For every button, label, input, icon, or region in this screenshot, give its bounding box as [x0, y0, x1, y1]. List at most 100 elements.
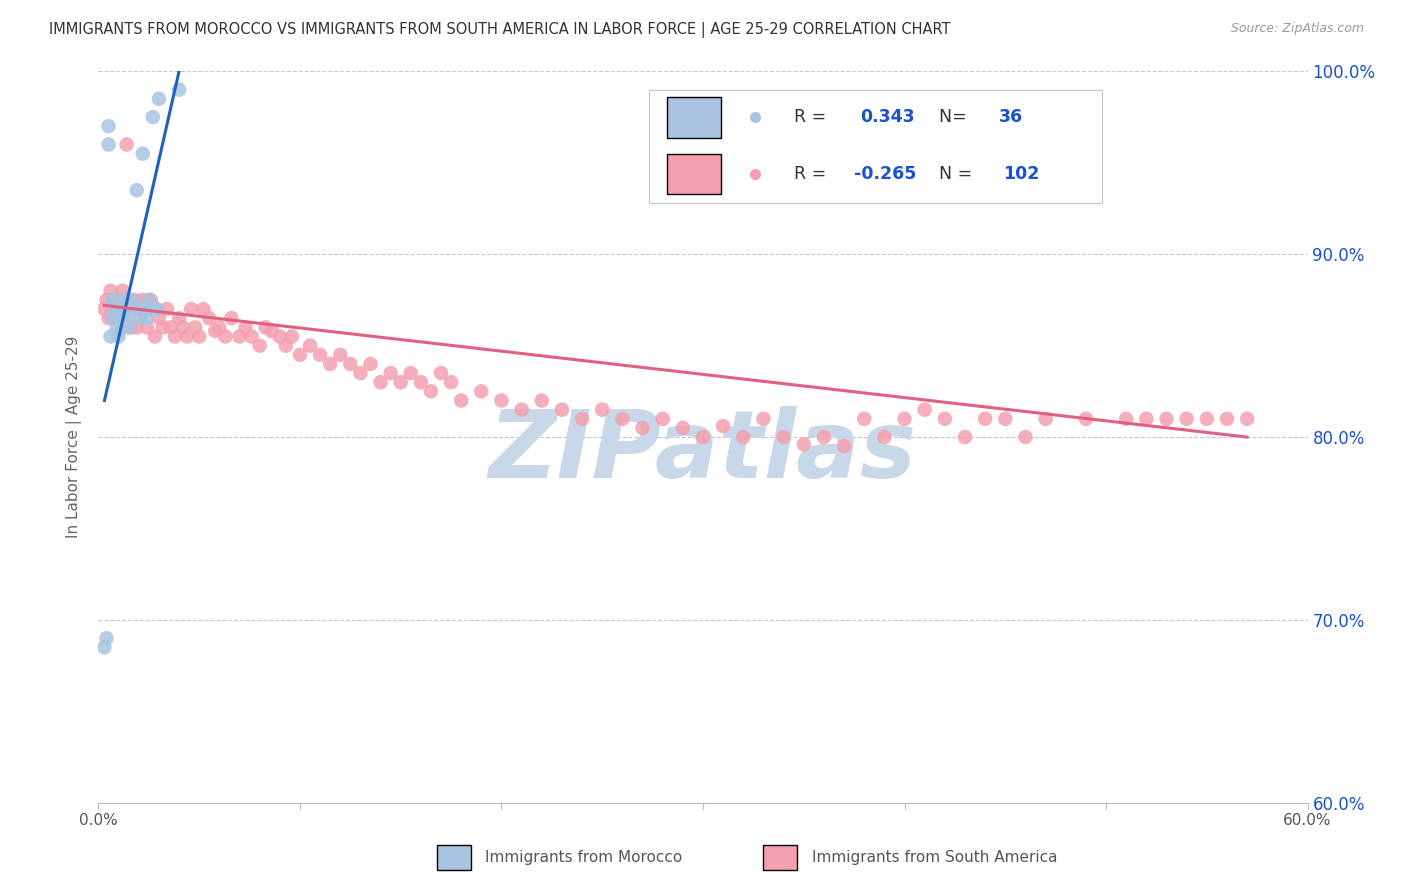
Point [132, 146, 155, 161]
Text: 36: 36 [1000, 109, 1024, 127]
Point [96, 632, 118, 646]
Point [260, 324, 283, 338]
Point [470, 384, 492, 399]
Point [115, 293, 138, 307]
Point [110, 293, 132, 307]
Point [204, 324, 226, 338]
Point [974, 412, 997, 426]
Point [299, 338, 322, 352]
Point [111, 284, 134, 298]
Point [409, 376, 432, 390]
Point [591, 402, 613, 417]
FancyBboxPatch shape [666, 153, 721, 194]
Point [228, 329, 250, 343]
Point [105, 320, 128, 334]
Point [893, 412, 915, 426]
Point [399, 366, 422, 380]
Point [389, 376, 412, 390]
Point [853, 412, 876, 426]
Point [93, 302, 115, 317]
Point [118, 311, 141, 326]
Point [163, 329, 186, 343]
Point [329, 348, 352, 362]
FancyBboxPatch shape [648, 90, 1102, 203]
Text: R =: R = [793, 109, 831, 127]
Point [100, 284, 122, 298]
FancyBboxPatch shape [763, 845, 797, 871]
Point [101, 293, 124, 307]
Point [97, 119, 120, 133]
Point [111, 311, 134, 326]
Point [530, 393, 553, 408]
Point [1014, 430, 1036, 444]
Point [167, 83, 190, 97]
Point [100, 329, 122, 343]
FancyBboxPatch shape [437, 845, 471, 871]
Point [160, 320, 183, 334]
Point [118, 320, 141, 334]
Point [142, 110, 165, 124]
Point [612, 412, 634, 426]
Text: Source: ZipAtlas.com: Source: ZipAtlas.com [1230, 22, 1364, 36]
Point [129, 311, 152, 326]
Point [360, 357, 382, 371]
Point [156, 302, 179, 317]
Point [692, 430, 714, 444]
Point [1216, 412, 1239, 426]
Point [188, 329, 211, 343]
Point [172, 320, 194, 334]
Point [281, 329, 304, 343]
Point [139, 293, 162, 307]
Point [349, 366, 371, 380]
Point [813, 430, 835, 444]
Point [711, 419, 734, 434]
Point [319, 357, 342, 371]
Point [269, 329, 291, 343]
Point [138, 293, 160, 307]
Point [994, 412, 1017, 426]
Point [208, 320, 231, 334]
FancyBboxPatch shape [666, 97, 721, 137]
Point [380, 366, 402, 380]
Point [1195, 412, 1218, 426]
Point [752, 412, 775, 426]
Point [1135, 412, 1157, 426]
Point [135, 311, 157, 326]
Point [139, 302, 162, 317]
Point [167, 311, 190, 326]
Point [120, 320, 142, 334]
Point [121, 293, 143, 307]
Point [450, 393, 472, 408]
Point [651, 412, 673, 426]
Point [571, 412, 593, 426]
Point [1074, 412, 1097, 426]
Point [132, 293, 155, 307]
Point [103, 311, 125, 326]
Text: -0.265: -0.265 [855, 165, 917, 183]
Point [96, 293, 118, 307]
Point [152, 320, 174, 334]
Point [114, 311, 136, 326]
Point [128, 302, 150, 317]
Point [873, 430, 896, 444]
Point [370, 376, 392, 390]
Point [143, 302, 166, 317]
Point [491, 393, 513, 408]
Point [193, 302, 215, 317]
Point [111, 320, 134, 334]
Point [249, 338, 271, 352]
Point [214, 329, 236, 343]
Point [198, 311, 221, 326]
Point [793, 437, 815, 451]
Point [914, 402, 936, 417]
Text: 0.343: 0.343 [860, 109, 915, 127]
Point [221, 311, 243, 326]
Point [672, 421, 695, 435]
Point [146, 302, 169, 317]
Point [1175, 412, 1198, 426]
Text: ZIPatlas: ZIPatlas [489, 406, 917, 498]
Point [440, 376, 463, 390]
Point [97, 311, 120, 326]
Point [107, 302, 129, 317]
Point [631, 421, 654, 435]
